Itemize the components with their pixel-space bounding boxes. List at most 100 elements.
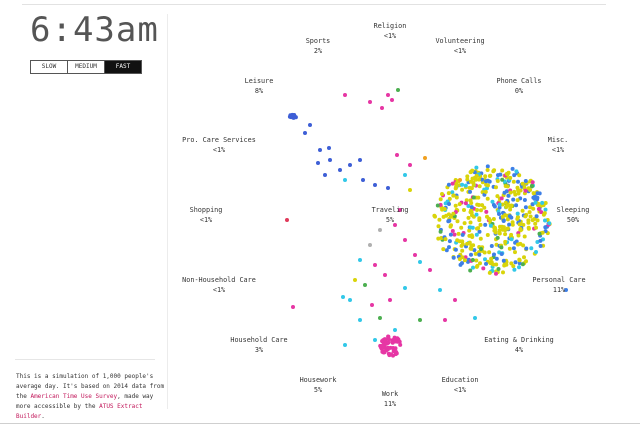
person-dot xyxy=(471,265,475,270)
person-dot xyxy=(535,240,540,244)
person-dot xyxy=(540,200,545,205)
person-dot xyxy=(386,337,391,342)
person-dot xyxy=(526,218,531,223)
person-dot xyxy=(353,278,357,282)
atus-link[interactable]: American Time Use Survey xyxy=(30,393,118,400)
person-dot xyxy=(507,222,512,227)
person-dot xyxy=(534,250,538,254)
person-dot xyxy=(504,171,509,176)
person-dot xyxy=(469,252,473,257)
person-dot xyxy=(498,224,502,229)
person-dot xyxy=(358,158,362,162)
person-dot xyxy=(471,195,476,200)
person-dot xyxy=(523,188,528,193)
person-dot xyxy=(513,260,518,265)
person-dot xyxy=(468,198,473,203)
person-dot xyxy=(361,178,365,182)
person-dot xyxy=(520,181,525,186)
person-dot xyxy=(463,183,468,188)
person-dot xyxy=(460,232,465,237)
person-dot xyxy=(450,229,455,233)
person-dot xyxy=(442,207,447,211)
person-dot xyxy=(452,232,457,237)
label-name: Traveling xyxy=(371,206,409,214)
person-dot xyxy=(540,230,545,235)
atus-extract-builder-link[interactable]: ATUS Extract Builder xyxy=(16,403,143,420)
person-dot xyxy=(465,177,470,182)
label-name: Non-Household Care xyxy=(182,276,256,284)
person-dot xyxy=(418,318,422,322)
label-pct: 11% xyxy=(552,286,566,294)
person-dot xyxy=(484,179,488,184)
person-dot xyxy=(454,195,459,200)
person-dot xyxy=(485,233,490,237)
person-dot xyxy=(436,224,441,229)
person-dot xyxy=(386,345,390,350)
label-pct: <1% xyxy=(212,286,226,294)
person-dot xyxy=(485,214,489,219)
person-dot xyxy=(469,246,474,251)
person-dot xyxy=(453,186,458,191)
person-dot xyxy=(386,340,391,345)
label-pct: <1% xyxy=(199,216,213,224)
person-dot xyxy=(517,222,522,227)
person-dot xyxy=(482,205,487,210)
person-dot xyxy=(530,180,535,185)
person-dot xyxy=(438,197,443,202)
label-name: Household Care xyxy=(230,336,288,344)
person-dot xyxy=(403,238,407,242)
person-dot xyxy=(517,258,522,263)
person-dot xyxy=(474,174,479,178)
person-dot xyxy=(348,163,352,167)
bottom-rule xyxy=(0,423,640,424)
person-dot xyxy=(328,158,332,162)
label-name: Personal Care xyxy=(532,276,586,284)
person-dot xyxy=(497,228,502,233)
person-dot xyxy=(531,191,536,196)
person-dot xyxy=(480,203,485,208)
person-dot xyxy=(483,222,488,227)
person-dot xyxy=(455,238,460,243)
label-pct: 3% xyxy=(254,346,264,354)
person-dot xyxy=(435,203,440,208)
speed-slow-button[interactable]: SLOW xyxy=(31,61,68,73)
person-dot xyxy=(457,257,462,262)
person-dot xyxy=(473,251,478,256)
person-dot xyxy=(531,206,536,211)
person-dot xyxy=(492,204,497,209)
person-dot xyxy=(479,208,483,213)
person-dot xyxy=(508,175,513,180)
person-dot xyxy=(514,169,519,174)
label-sleeping: Sleeping 50% xyxy=(557,205,590,225)
person-dot xyxy=(465,241,470,246)
person-dot xyxy=(505,226,510,231)
label-pct: <1% xyxy=(551,146,565,154)
person-dot xyxy=(471,183,476,187)
person-dot xyxy=(303,131,307,135)
person-dot xyxy=(467,185,472,190)
person-dot xyxy=(478,261,482,266)
person-dot xyxy=(485,168,490,172)
person-dot xyxy=(458,178,462,182)
person-dot xyxy=(509,215,514,220)
person-dot xyxy=(488,223,493,228)
person-dot xyxy=(368,243,372,247)
person-dot xyxy=(383,345,388,350)
person-dot xyxy=(464,198,469,203)
speed-medium-button[interactable]: MEDIUM xyxy=(68,61,105,73)
label-phone-calls: Phone Calls 0% xyxy=(496,76,541,96)
note-text-2: , made way more accessible by the xyxy=(16,393,154,410)
person-dot xyxy=(316,161,320,165)
person-dot xyxy=(517,173,522,178)
person-dot xyxy=(528,188,533,192)
person-dot xyxy=(543,229,548,234)
person-dot xyxy=(533,221,538,226)
person-dot xyxy=(477,218,482,223)
person-dot xyxy=(436,236,441,241)
person-dot xyxy=(487,174,492,178)
person-dot xyxy=(530,218,535,223)
person-dot xyxy=(408,188,412,192)
speed-fast-button[interactable]: FAST xyxy=(105,61,141,73)
person-dot xyxy=(468,210,473,215)
